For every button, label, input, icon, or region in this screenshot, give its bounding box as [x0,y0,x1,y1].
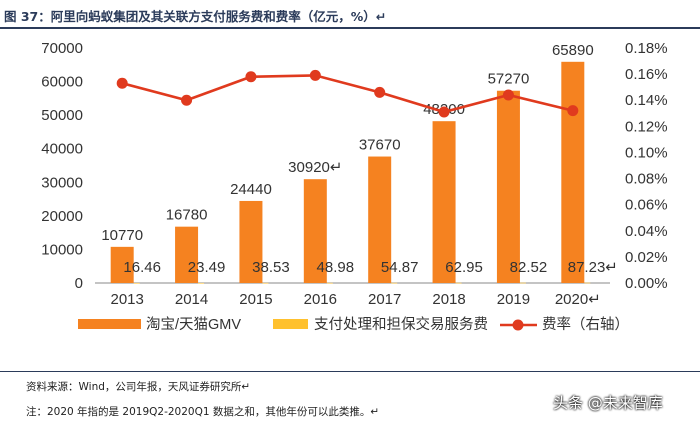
y-left-tick-label: 0 [75,275,83,292]
title-rule [0,27,700,29]
legend-fee-swatch [273,319,308,329]
gmv-bar [368,156,392,283]
gmv-data-label: 57270 [488,71,530,88]
x-tick-label: 2014 [175,291,208,308]
fee-data-label: 87.23↵ [568,259,618,276]
gmv-data-label: 65890 [552,42,594,59]
x-tick-label: 2015 [239,291,272,308]
rate-point [245,71,257,83]
rate-point [567,105,579,117]
fee-bar [455,282,462,284]
y-left-tick-label: 30000 [41,174,83,191]
x-tick-label: 2016 [304,291,337,308]
fee-data-label: 48.98 [317,259,355,276]
figure-title: 图 37：阿里向蚂蚁集团及其关联方支付服务费和费率（亿元，%）↵ [4,9,387,24]
rate-point [374,86,386,98]
y-right-tick-label: 0.08% [625,171,668,188]
x-tick-label: 2019 [497,291,530,308]
y-right-tick-label: 0.02% [625,249,668,266]
x-tick-label: 2020↵ [555,291,601,308]
fee-bar [391,282,398,284]
rate-point [181,94,193,106]
rate-point [116,77,128,89]
fee-data-label: 82.52 [510,259,548,276]
gmv-bar [175,226,199,283]
y-left-tick-label: 50000 [41,107,83,124]
x-tick-label: 2018 [432,291,465,308]
legend-gmv-swatch [78,319,141,329]
gmv-bar [239,200,263,283]
x-tick-label: 2017 [368,291,401,308]
y-right-tick-label: 0.10% [625,144,668,161]
y-right-tick-label: 0.06% [625,197,668,214]
fee-data-label: 54.87 [381,259,419,276]
gmv-data-label: 37670 [359,137,401,154]
gmv-bar [432,121,456,283]
fee-bar [198,282,205,284]
legend-rate-marker [512,319,524,331]
y-left-tick-label: 60000 [41,74,83,91]
gmv-data-label: 10770 [101,227,143,244]
gmv-bar [496,90,520,284]
legend-gmv-label: 淘宝/天猫GMV [146,316,241,333]
gmv-data-label: 24440 [230,181,272,198]
y-left-tick-label: 10000 [41,241,83,258]
gmv-data-label: 30920↵ [288,159,342,176]
fee-bar [519,282,526,284]
gmv-bar [561,61,585,284]
watermark: 头条 @未来智库 [553,394,663,412]
x-tick-label: 2013 [111,291,144,308]
rate-point [309,69,321,81]
fee-bar [584,282,591,284]
fee-data-label: 16.46 [123,259,161,276]
fee-data-label: 23.49 [188,259,226,276]
gmv-data-label: 16780 [166,207,208,224]
footnote: 注：2020 年指的是 2019Q2-2020Q1 数据之和，其他年份可以此类推… [26,406,380,418]
y-right-tick-label: 0.00% [625,275,668,292]
fee-bar [326,282,333,284]
gmv-bar [303,179,327,283]
y-right-tick-label: 0.18% [625,40,668,57]
y-left-tick-label: 20000 [41,208,83,225]
gmv-bar [110,246,134,283]
bottom-rule [0,371,700,372]
legend-fee-label: 支付处理和担保交易服务费 [314,315,488,333]
y-left-tick-label: 40000 [41,141,83,158]
combo-chart: 0 10000 20000 30000 40000 50000 60000 70000 0.00… [41,40,668,333]
fee-bar [133,282,140,284]
y-right-tick-label: 0.04% [625,223,668,240]
legend-rate-label: 费率（右轴） [542,316,629,333]
fee-data-label: 62.95 [445,259,483,276]
y-left-tick-label: 70000 [41,40,83,57]
fee-bar [262,282,269,284]
y-right-tick-label: 0.14% [625,92,668,109]
rate-line [121,74,574,114]
y-right-tick-label: 0.12% [625,118,668,135]
source-note: 资料来源：Wind，公司年报，天风证券研究所↵ [26,381,251,393]
y-right-tick-label: 0.16% [625,66,668,83]
rate-point [502,89,514,101]
rate-point [438,106,450,118]
fee-data-label: 38.53 [252,259,290,276]
